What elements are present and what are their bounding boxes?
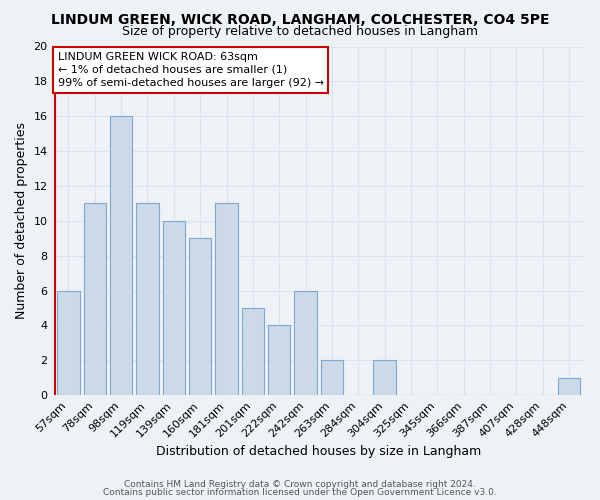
Bar xyxy=(242,308,264,395)
Y-axis label: Number of detached properties: Number of detached properties xyxy=(15,122,28,320)
Bar xyxy=(268,326,290,395)
Bar xyxy=(110,116,132,395)
Text: Contains HM Land Registry data © Crown copyright and database right 2024.: Contains HM Land Registry data © Crown c… xyxy=(124,480,476,489)
Bar xyxy=(189,238,211,395)
X-axis label: Distribution of detached houses by size in Langham: Distribution of detached houses by size … xyxy=(156,444,481,458)
Text: LINDUM GREEN, WICK ROAD, LANGHAM, COLCHESTER, CO4 5PE: LINDUM GREEN, WICK ROAD, LANGHAM, COLCHE… xyxy=(51,12,549,26)
Bar xyxy=(215,204,238,395)
Bar xyxy=(373,360,396,395)
Bar xyxy=(321,360,343,395)
Bar xyxy=(558,378,580,395)
Bar xyxy=(136,204,158,395)
Text: Size of property relative to detached houses in Langham: Size of property relative to detached ho… xyxy=(122,25,478,38)
Bar xyxy=(295,290,317,395)
Bar xyxy=(163,221,185,395)
Bar xyxy=(83,204,106,395)
Text: LINDUM GREEN WICK ROAD: 63sqm
← 1% of detached houses are smaller (1)
99% of sem: LINDUM GREEN WICK ROAD: 63sqm ← 1% of de… xyxy=(58,52,324,88)
Text: Contains public sector information licensed under the Open Government Licence v3: Contains public sector information licen… xyxy=(103,488,497,497)
Bar xyxy=(57,290,80,395)
